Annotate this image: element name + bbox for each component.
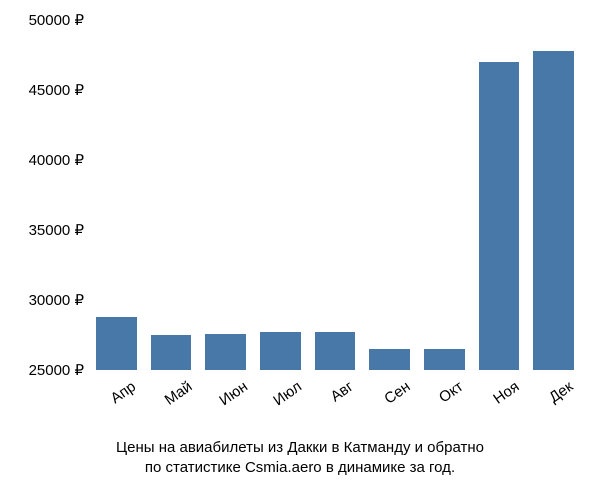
bar (151, 335, 192, 370)
y-tick-label: 25000 ₽ (29, 361, 84, 379)
price-chart: 25000 ₽ 30000 ₽ 35000 ₽ 40000 ₽ 45000 ₽ 50000… (0, 0, 600, 500)
y-tick-label: 50000 ₽ (29, 11, 84, 29)
y-tick-label: 40000 ₽ (29, 151, 84, 169)
x-tick: Авг (315, 370, 356, 430)
x-tick: Май (151, 370, 192, 430)
x-axis: Апр Май Июн Июл Авг Сен Окт Ноя Дек (90, 370, 580, 430)
x-tick-label: Июн (216, 378, 251, 409)
y-tick-label: 30000 ₽ (29, 291, 84, 309)
bar (479, 62, 520, 370)
chart-caption: Цены на авиабилеты из Дакки в Катманду и… (0, 438, 600, 479)
bar (260, 332, 301, 370)
x-tick: Окт (424, 370, 465, 430)
x-tick-label: Дек (546, 378, 576, 406)
bar (315, 332, 356, 370)
x-tick: Апр (96, 370, 137, 430)
x-tick-label: Авг (328, 378, 357, 405)
bar (96, 317, 137, 370)
y-axis: 25000 ₽30000 ₽35000 ₽40000 ₽45000 ₽50000… (0, 20, 90, 370)
x-tick-label: Окт (436, 378, 466, 406)
bar (424, 349, 465, 370)
x-tick-label: Апр (108, 378, 139, 407)
x-tick: Дек (533, 370, 574, 430)
x-tick: Июн (205, 370, 246, 430)
x-tick-label: Сен (381, 378, 413, 408)
bar (533, 51, 574, 370)
x-tick: Ноя (479, 370, 520, 430)
bar (369, 349, 410, 370)
x-tick-label: Ноя (490, 378, 522, 408)
bar (205, 334, 246, 370)
plot-area (90, 20, 580, 370)
y-tick-label: 35000 ₽ (29, 221, 84, 239)
x-tick: Июл (260, 370, 301, 430)
x-tick-label: Июл (271, 378, 306, 409)
x-tick: Сен (369, 370, 410, 430)
x-tick-label: Май (162, 378, 196, 409)
y-tick-label: 45000 ₽ (29, 81, 84, 99)
bars-container (90, 20, 580, 370)
